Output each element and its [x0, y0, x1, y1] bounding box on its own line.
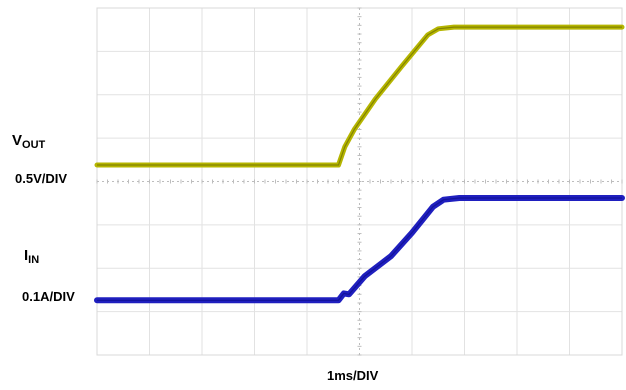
- vout-channel-label: VOUT: [12, 132, 46, 151]
- time-scale-label: 1ms/DIV: [327, 368, 379, 383]
- vout-scale-label: 0.5V/DIV: [15, 171, 68, 186]
- traces: [94, 24, 625, 304]
- trace-core-vout: [97, 26, 622, 166]
- trace-core-iin: [97, 197, 622, 301]
- iin-channel-label: IIN: [24, 247, 40, 266]
- iin-scale-label: 0.1A/DIV: [22, 289, 75, 304]
- grid: [96, 7, 623, 356]
